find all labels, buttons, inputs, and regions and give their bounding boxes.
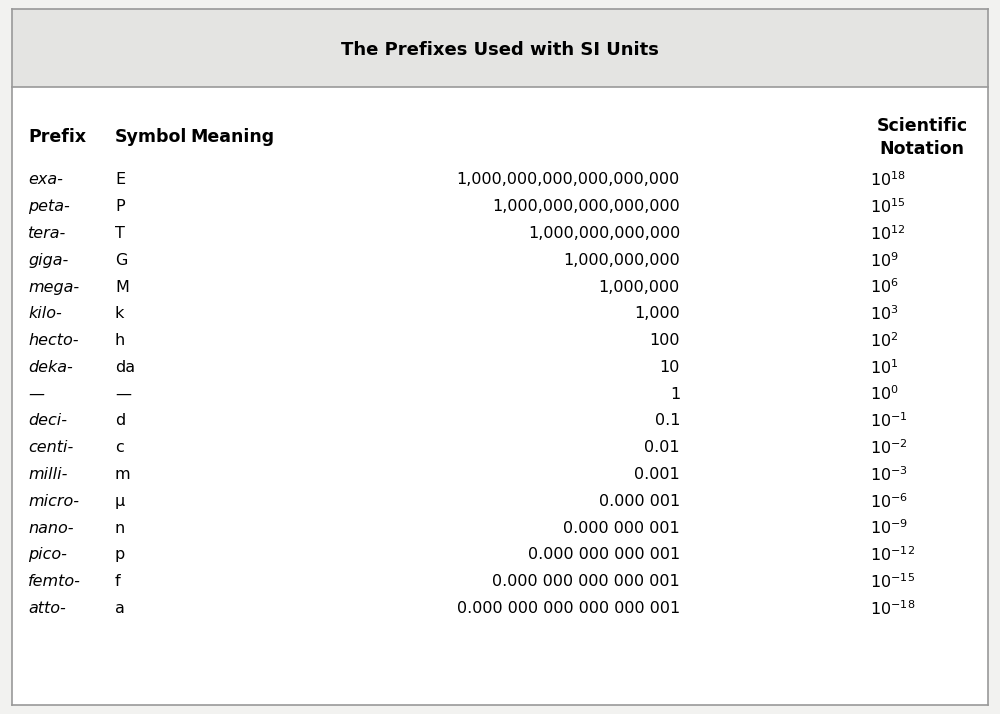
Text: $10^{-9}$: $10^{-9}$ bbox=[870, 518, 908, 538]
Text: h: h bbox=[115, 333, 125, 348]
Text: 1,000,000: 1,000,000 bbox=[599, 279, 680, 295]
Text: n: n bbox=[115, 521, 125, 536]
Text: $10^{9}$: $10^{9}$ bbox=[870, 251, 899, 270]
Text: $10^{6}$: $10^{6}$ bbox=[870, 278, 899, 296]
Text: exa-: exa- bbox=[28, 172, 63, 188]
Text: $10^{18}$: $10^{18}$ bbox=[870, 171, 906, 189]
Text: Symbol: Symbol bbox=[115, 128, 187, 146]
Text: d: d bbox=[115, 413, 125, 428]
Text: pico-: pico- bbox=[28, 547, 67, 563]
Text: da: da bbox=[115, 360, 135, 375]
Text: 0.000 000 000 000 001: 0.000 000 000 000 001 bbox=[492, 574, 680, 589]
Text: G: G bbox=[115, 253, 127, 268]
Text: $10^{-6}$: $10^{-6}$ bbox=[870, 492, 908, 511]
Text: atto-: atto- bbox=[28, 600, 66, 616]
Text: giga-: giga- bbox=[28, 253, 68, 268]
Text: $10^{0}$: $10^{0}$ bbox=[870, 385, 899, 403]
Text: $10^{12}$: $10^{12}$ bbox=[870, 224, 906, 243]
Text: T: T bbox=[115, 226, 125, 241]
Text: 0.000 001: 0.000 001 bbox=[599, 493, 680, 509]
Text: 0.1: 0.1 bbox=[654, 413, 680, 428]
Text: 1,000,000,000,000,000,000: 1,000,000,000,000,000,000 bbox=[457, 172, 680, 188]
Text: $10^{-15}$: $10^{-15}$ bbox=[870, 572, 915, 591]
Text: Notation: Notation bbox=[880, 139, 964, 158]
Text: E: E bbox=[115, 172, 125, 188]
Text: 1,000,000,000,000: 1,000,000,000,000 bbox=[528, 226, 680, 241]
Text: c: c bbox=[115, 440, 124, 456]
Text: nano-: nano- bbox=[28, 521, 74, 536]
Text: p: p bbox=[115, 547, 125, 563]
Text: m: m bbox=[115, 467, 131, 482]
Text: 1,000,000,000,000,000: 1,000,000,000,000,000 bbox=[492, 199, 680, 214]
Text: centi-: centi- bbox=[28, 440, 73, 456]
Text: $10^{-12}$: $10^{-12}$ bbox=[870, 545, 915, 564]
Text: $10^{-3}$: $10^{-3}$ bbox=[870, 465, 908, 484]
Text: micro-: micro- bbox=[28, 493, 79, 509]
Text: deka-: deka- bbox=[28, 360, 73, 375]
Text: kilo-: kilo- bbox=[28, 306, 62, 321]
Bar bbox=[12, 9, 988, 87]
Text: 0.000 000 000 000 000 001: 0.000 000 000 000 000 001 bbox=[457, 600, 680, 616]
Text: $10^{-1}$: $10^{-1}$ bbox=[870, 411, 908, 431]
Bar bbox=[12, 87, 988, 705]
Text: $10^{-18}$: $10^{-18}$ bbox=[870, 599, 915, 618]
Text: 1,000,000,000: 1,000,000,000 bbox=[563, 253, 680, 268]
Text: —: — bbox=[115, 386, 131, 402]
Text: The Prefixes Used with SI Units: The Prefixes Used with SI Units bbox=[341, 41, 659, 59]
Text: f: f bbox=[115, 574, 121, 589]
Text: hecto-: hecto- bbox=[28, 333, 78, 348]
Text: 0.01: 0.01 bbox=[644, 440, 680, 456]
Text: —: — bbox=[28, 386, 44, 402]
Text: deci-: deci- bbox=[28, 413, 67, 428]
Text: μ: μ bbox=[115, 493, 125, 509]
Text: Prefix: Prefix bbox=[28, 128, 86, 146]
Text: 10: 10 bbox=[660, 360, 680, 375]
Text: k: k bbox=[115, 306, 124, 321]
Text: P: P bbox=[115, 199, 125, 214]
Text: $10^{3}$: $10^{3}$ bbox=[870, 304, 899, 323]
Text: Scientific: Scientific bbox=[876, 116, 968, 135]
Text: $10^{15}$: $10^{15}$ bbox=[870, 197, 906, 216]
Text: 0.000 000 000 001: 0.000 000 000 001 bbox=[528, 547, 680, 563]
Text: femto-: femto- bbox=[28, 574, 81, 589]
Text: 0.001: 0.001 bbox=[634, 467, 680, 482]
Text: peta-: peta- bbox=[28, 199, 70, 214]
Text: M: M bbox=[115, 279, 129, 295]
Text: $10^{-2}$: $10^{-2}$ bbox=[870, 438, 908, 457]
Text: milli-: milli- bbox=[28, 467, 67, 482]
Text: 0.000 000 001: 0.000 000 001 bbox=[563, 521, 680, 536]
Text: $10^{2}$: $10^{2}$ bbox=[870, 331, 898, 350]
Text: 100: 100 bbox=[650, 333, 680, 348]
Text: Meaning: Meaning bbox=[190, 128, 274, 146]
Text: $10^{1}$: $10^{1}$ bbox=[870, 358, 898, 377]
Text: 1,000: 1,000 bbox=[634, 306, 680, 321]
Text: mega-: mega- bbox=[28, 279, 79, 295]
Text: tera-: tera- bbox=[28, 226, 66, 241]
Text: a: a bbox=[115, 600, 125, 616]
Text: 1: 1 bbox=[670, 386, 680, 402]
